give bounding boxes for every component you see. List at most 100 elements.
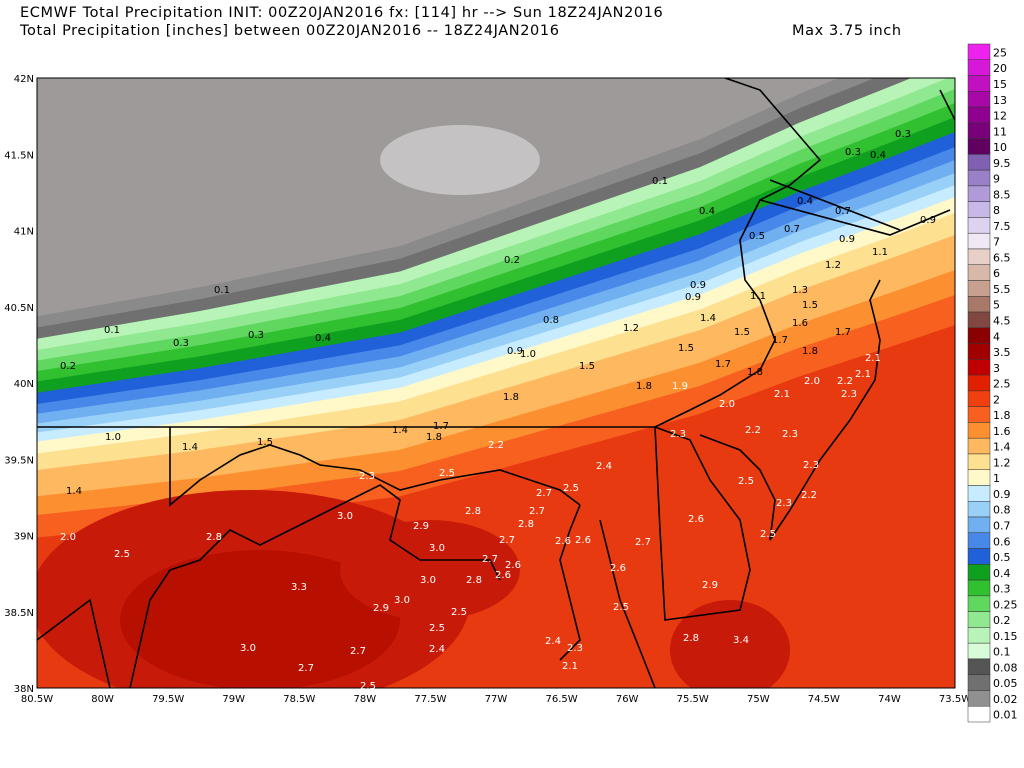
- precip-label: 1.7: [835, 327, 851, 338]
- colorbar-swatch: [967, 264, 991, 281]
- lon-label: 79W: [222, 694, 245, 705]
- precip-label: 2.6: [610, 563, 626, 574]
- precip-label: 1.3: [792, 285, 808, 296]
- lon-label: 77W: [485, 694, 508, 705]
- precip-label: 2.6: [495, 570, 511, 581]
- precip-label: 0.3: [173, 338, 189, 349]
- precip-label: 0.7: [835, 206, 851, 217]
- colorbar-swatch: [967, 658, 991, 675]
- colorbar-swatch: [967, 59, 991, 76]
- lat-label: 41N: [14, 227, 34, 238]
- precip-label: 1.5: [734, 327, 750, 338]
- precip-label: 1.0: [520, 349, 536, 360]
- precip-label: 0.1: [652, 176, 668, 187]
- precip-label: 3.0: [337, 511, 353, 522]
- colorbar-swatch: [967, 532, 991, 549]
- subtitle: Total Precipitation [inches] between 00Z…: [20, 23, 560, 39]
- precip-label: 2.7: [298, 663, 314, 674]
- colorbar: 252015131211109.598.587.576.565.554.543.…: [967, 43, 1018, 723]
- map-labels: 0.10.40.40.3 0.40.30.70.50.70.90.91.11.21…: [60, 129, 936, 692]
- colorbar-swatch: [967, 595, 991, 612]
- precip-label: 2.9: [413, 521, 429, 532]
- precip-label: 2.5: [613, 602, 629, 613]
- lon-label: 79.5W: [152, 694, 184, 705]
- precip-label: 2.1: [562, 661, 578, 672]
- colorbar-swatch: [967, 390, 991, 407]
- colorbar-label: 0.4: [993, 567, 1011, 580]
- precip-label: 1.9: [672, 381, 688, 392]
- precip-label: 1.0: [105, 432, 121, 443]
- precip-label: 1.5: [579, 361, 595, 372]
- colorbar-swatch: [967, 611, 991, 628]
- colorbar-swatch: [967, 374, 991, 392]
- precip-label: 2.2: [837, 376, 853, 387]
- lat-label: 39.5N: [4, 455, 34, 466]
- precip-label: 2.3: [670, 429, 686, 440]
- precip-label: 0.9: [507, 346, 523, 357]
- precip-label: 3.3: [291, 582, 307, 593]
- precip-label: 0.4: [797, 196, 813, 207]
- map-frame: [36, 77, 956, 689]
- colorbar-swatch: [967, 311, 991, 329]
- colorbar-swatch: [967, 469, 991, 486]
- precip-label: 2.5: [451, 607, 467, 618]
- precip-label: 2.0: [719, 399, 735, 410]
- precip-label: 2.5: [429, 623, 445, 634]
- light-patch: [380, 125, 540, 195]
- colorbar-label: 0.1: [993, 646, 1011, 659]
- colorbar-label: 9.5: [993, 157, 1011, 170]
- lat-label: 38.5N: [4, 608, 34, 619]
- precip-label: 0.5: [749, 231, 765, 242]
- precip-label: 1.7: [433, 421, 449, 432]
- precip-label: 0.8: [543, 315, 559, 326]
- colorbar-swatch: [967, 169, 991, 187]
- precip-label: 0.7: [784, 224, 800, 235]
- lat-label: 40.5N: [4, 303, 34, 314]
- precip-field: [37, 78, 955, 688]
- precip-label: 2.3: [803, 460, 819, 471]
- colorbar-swatch: [967, 674, 991, 691]
- lon-label: 74W: [878, 694, 901, 705]
- precip-label: 2.7: [529, 506, 545, 517]
- precip-label: 0.3: [248, 330, 264, 341]
- precip-label: 2.3: [782, 429, 798, 440]
- colorbar-swatch: [967, 642, 991, 660]
- colorbar-label: 15: [993, 78, 1007, 91]
- colorbar-label: 20: [993, 62, 1007, 75]
- colorbar-swatch: [967, 501, 991, 518]
- precip-label: 2.7: [536, 488, 552, 499]
- colorbar-label: 5.5: [993, 283, 1011, 296]
- colorbar-swatch: [967, 690, 991, 707]
- precip-label: 1.8: [636, 381, 652, 392]
- precip-label: 1.7: [772, 335, 788, 346]
- precip-label: 2.5: [563, 483, 579, 494]
- precip-label: 0.9: [690, 280, 706, 291]
- colorbar-label: 11: [993, 125, 1007, 138]
- colorbar-swatch: [967, 106, 991, 124]
- colorbar-swatch: [967, 327, 991, 344]
- precip-label: 1.4: [66, 486, 82, 497]
- colorbar-swatch: [967, 122, 991, 139]
- colorbar-swatch: [967, 548, 991, 565]
- precip-label: 0.3: [845, 147, 861, 158]
- colorbar-label: 1.4: [993, 441, 1011, 454]
- max-note: Max 3.75 inch: [792, 23, 902, 39]
- precip-label: 2.3: [359, 471, 375, 482]
- colorbar-swatch: [967, 422, 991, 439]
- colorbar-swatch: [967, 516, 991, 534]
- precip-label: 2.9: [373, 603, 389, 614]
- precip-label: 2.1: [865, 353, 881, 364]
- colorbar-label: 1.6: [993, 425, 1011, 438]
- lat-label: 40N: [14, 379, 34, 390]
- colorbar-swatch: [967, 154, 991, 171]
- colorbar-label: 8.5: [993, 188, 1011, 201]
- lon-label: 76.5W: [545, 694, 577, 705]
- colorbar-swatch: [967, 579, 991, 597]
- colorbar-label: 0.6: [993, 535, 1011, 548]
- colorbar-label: 1.2: [993, 456, 1011, 469]
- lat-label: 38N: [14, 684, 34, 695]
- precip-label: 0.4: [315, 333, 331, 344]
- colorbar-label: 4: [993, 330, 1000, 343]
- precip-label: 0.2: [504, 255, 520, 266]
